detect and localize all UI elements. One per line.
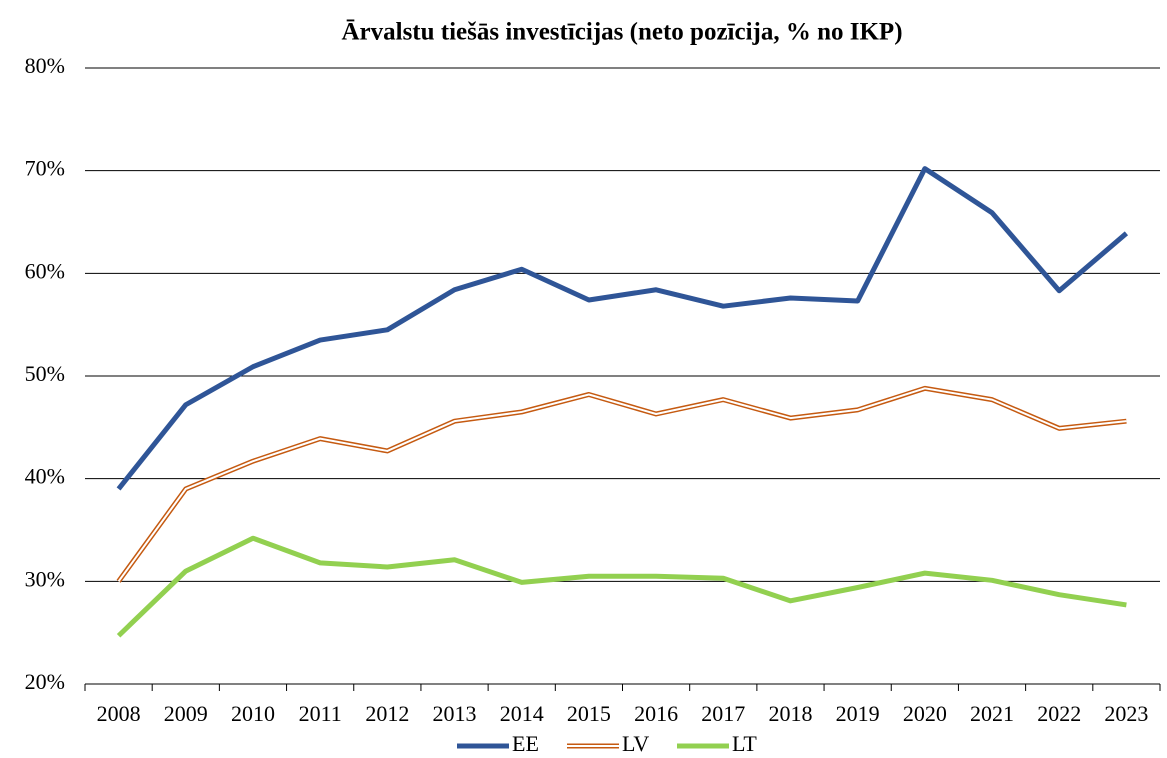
legend-label: LV — [622, 731, 649, 756]
x-tick-label: 2010 — [231, 701, 275, 726]
x-tick-label: 2013 — [433, 701, 477, 726]
y-tick-label: 80% — [25, 53, 65, 78]
x-tick-label: 2020 — [903, 701, 947, 726]
y-tick-label: 70% — [25, 156, 65, 181]
series-line-inner — [117, 387, 1127, 582]
legend-label: EE — [512, 731, 539, 756]
y-tick-label: 30% — [25, 566, 65, 591]
x-tick-label: 2019 — [836, 701, 880, 726]
x-tick-label: 2012 — [365, 701, 409, 726]
y-tick-label: 50% — [25, 361, 65, 386]
series-line — [116, 166, 1129, 491]
y-tick-label: 40% — [25, 464, 65, 489]
x-tick-label: 2021 — [970, 701, 1014, 726]
x-tick-label: 2009 — [164, 701, 208, 726]
y-tick-label: 20% — [25, 669, 65, 694]
series-line — [116, 535, 1127, 638]
x-tick-label: 2023 — [1104, 701, 1148, 726]
x-tick-label: 2018 — [768, 701, 812, 726]
x-tick-label: 2015 — [567, 701, 611, 726]
x-tick-label: 2016 — [634, 701, 678, 726]
legend-label: LT — [732, 731, 757, 756]
x-tick-label: 2022 — [1037, 701, 1081, 726]
x-tick-label: 2014 — [500, 701, 544, 726]
chart-title: Ārvalstu tiešās investīcijas (neto pozīc… — [341, 19, 902, 46]
y-tick-label: 60% — [25, 258, 65, 283]
x-tick-label: 2017 — [701, 701, 745, 726]
series-line — [116, 385, 1127, 583]
x-tick-label: 2008 — [97, 701, 141, 726]
x-tick-label: 2011 — [299, 701, 342, 726]
